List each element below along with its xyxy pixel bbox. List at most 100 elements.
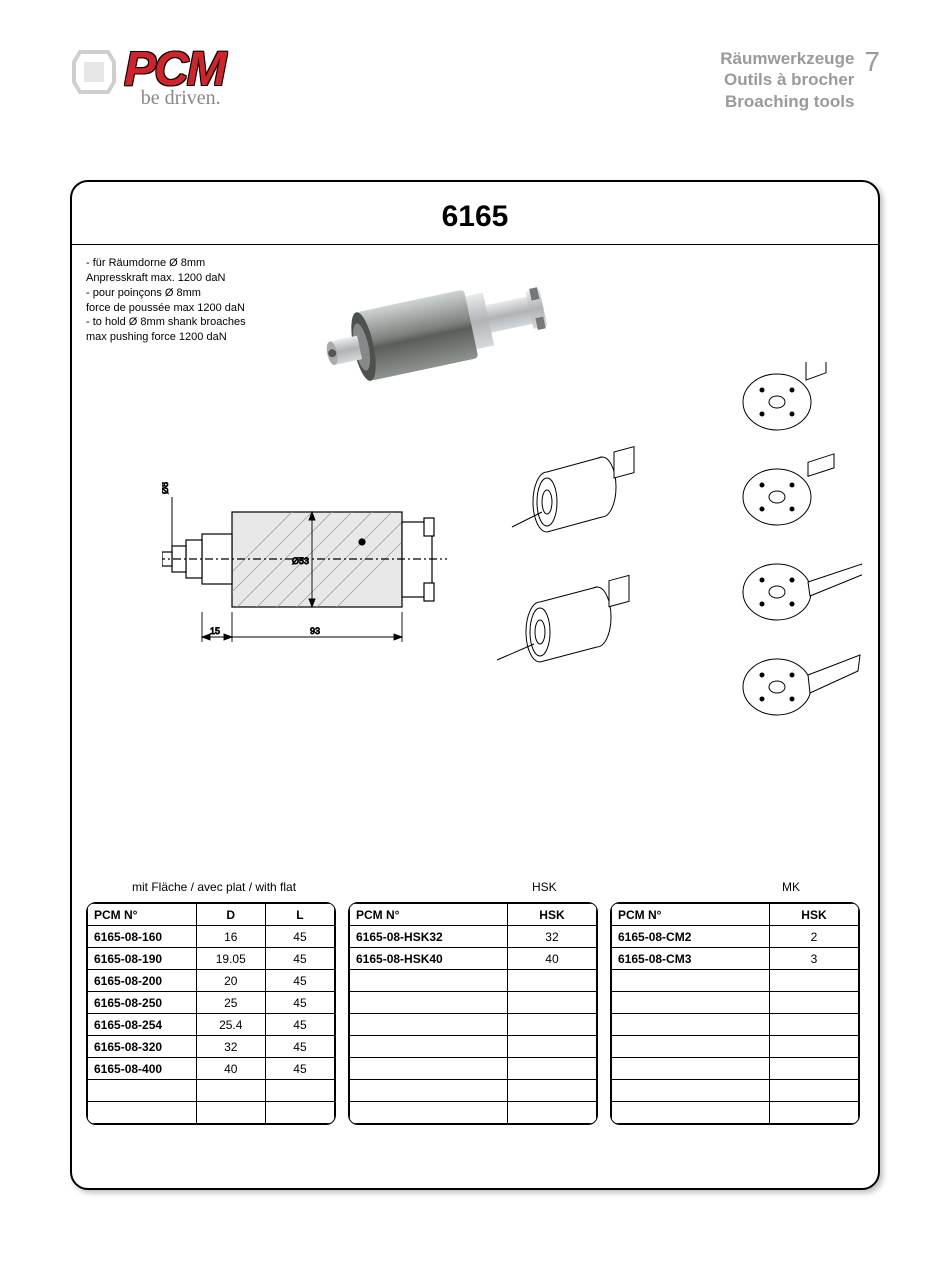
label-mk: MK	[782, 880, 800, 894]
cell	[612, 992, 770, 1014]
divider	[72, 244, 878, 245]
table-row	[612, 1036, 859, 1058]
table-flat: PCM N°DL6165-08-16016456165-08-19019.054…	[86, 902, 336, 1125]
cell: 16	[196, 926, 265, 948]
cell: 6165-08-190	[88, 948, 197, 970]
table-row: 6165-08-1601645	[88, 926, 335, 948]
cell	[769, 1036, 858, 1058]
title-fr: Outils à brocher	[720, 69, 854, 90]
table-row	[88, 1102, 335, 1124]
cell	[612, 970, 770, 992]
cell	[350, 1102, 508, 1124]
cell: 25	[196, 992, 265, 1014]
table-row	[350, 1058, 597, 1080]
table-row: 6165-08-25425.445	[88, 1014, 335, 1036]
desc-line: force de poussée max 1200 daN	[86, 301, 246, 316]
table-row	[612, 970, 859, 992]
product-frame: 6165 - für Räumdorne Ø 8mm Anpresskraft …	[70, 180, 880, 1190]
table-row	[350, 1036, 597, 1058]
table-row	[88, 1080, 335, 1102]
cell	[612, 1014, 770, 1036]
cell: 6165-08-254	[88, 1014, 197, 1036]
product-photo	[302, 262, 562, 402]
table-row	[350, 1080, 597, 1102]
cell: 6165-08-HSK32	[350, 926, 508, 948]
desc-line: - to hold Ø 8mm shank broaches	[86, 315, 246, 330]
cell	[265, 1102, 334, 1124]
cell: 6165-08-HSK40	[350, 948, 508, 970]
cell: 20	[196, 970, 265, 992]
table-row: 6165-08-4004045	[88, 1058, 335, 1080]
cell	[769, 1102, 858, 1124]
table-hsk: PCM N°HSK6165-08-HSK32326165-08-HSK4040	[348, 902, 598, 1125]
title-de: Räumwerkzeuge	[720, 48, 854, 69]
cell	[350, 992, 508, 1014]
col-header: HSK	[769, 904, 858, 926]
product-description: - für Räumdorne Ø 8mm Anpresskraft max. …	[86, 256, 246, 345]
cell: 40	[196, 1058, 265, 1080]
col-header: HSK	[507, 904, 596, 926]
cell	[196, 1102, 265, 1124]
cell	[769, 992, 858, 1014]
cell	[507, 970, 596, 992]
table-mk: PCM N°HSK6165-08-CM226165-08-CM33	[610, 902, 860, 1125]
cell: 6165-08-CM2	[612, 926, 770, 948]
cell: 6165-08-400	[88, 1058, 197, 1080]
desc-line: - für Räumdorne Ø 8mm	[86, 256, 246, 271]
table-row	[612, 1102, 859, 1124]
dimensional-drawing: Ø8 Ø53 15 93	[162, 482, 452, 682]
cell: 6165-08-200	[88, 970, 197, 992]
cell: 45	[265, 1058, 334, 1080]
cell	[88, 1102, 197, 1124]
page-number: 7	[864, 46, 880, 78]
cell	[612, 1102, 770, 1124]
title-en: Broaching tools	[720, 91, 854, 112]
table-row	[350, 1014, 597, 1036]
table-row: 6165-08-CM33	[612, 948, 859, 970]
cell	[507, 1014, 596, 1036]
cell	[769, 1014, 858, 1036]
logo-tagline: be driven.	[124, 87, 221, 110]
table-row: 6165-08-HSK4040	[350, 948, 597, 970]
desc-line: - pour poinçons Ø 8mm	[86, 286, 246, 301]
cell	[265, 1080, 334, 1102]
label-flat: mit Fläche / avec plat / with flat	[132, 880, 296, 894]
dim-d53: Ø53	[292, 556, 309, 566]
table-row: 6165-08-3203245	[88, 1036, 335, 1058]
col-header: PCM N°	[612, 904, 770, 926]
header-right: Räumwerkzeuge Outils à brocher Broaching…	[720, 48, 880, 112]
flange-views	[702, 362, 862, 742]
iso-views-hsk	[492, 442, 672, 702]
cell	[350, 970, 508, 992]
cell: 32	[507, 926, 596, 948]
cell: 3	[769, 948, 858, 970]
cell: 6165-08-250	[88, 992, 197, 1014]
cell	[612, 1036, 770, 1058]
cell: 32	[196, 1036, 265, 1058]
col-header: L	[265, 904, 334, 926]
page-header: PCM be driven. Räumwerkzeuge Outils à br…	[70, 48, 880, 112]
product-number: 6165	[72, 182, 878, 244]
cell: 45	[265, 1036, 334, 1058]
cell	[196, 1080, 265, 1102]
cell: 6165-08-320	[88, 1036, 197, 1058]
logo: PCM be driven.	[70, 48, 225, 110]
logo-text: PCM	[124, 48, 225, 91]
table-row: 6165-08-2502545	[88, 992, 335, 1014]
cell	[612, 1058, 770, 1080]
cell	[769, 1058, 858, 1080]
cell	[769, 1080, 858, 1102]
table-row	[350, 992, 597, 1014]
cell: 45	[265, 1014, 334, 1036]
label-hsk: HSK	[532, 880, 557, 894]
table-row: 6165-08-HSK3232	[350, 926, 597, 948]
dim-93: 93	[310, 626, 320, 636]
dim-d8: Ø8	[162, 482, 170, 494]
cell: 45	[265, 926, 334, 948]
table-row	[350, 970, 597, 992]
cell	[507, 1036, 596, 1058]
table-row	[612, 1058, 859, 1080]
table-row	[612, 992, 859, 1014]
tables-row: PCM N°DL6165-08-16016456165-08-19019.054…	[86, 902, 864, 1125]
cell: 19.05	[196, 948, 265, 970]
